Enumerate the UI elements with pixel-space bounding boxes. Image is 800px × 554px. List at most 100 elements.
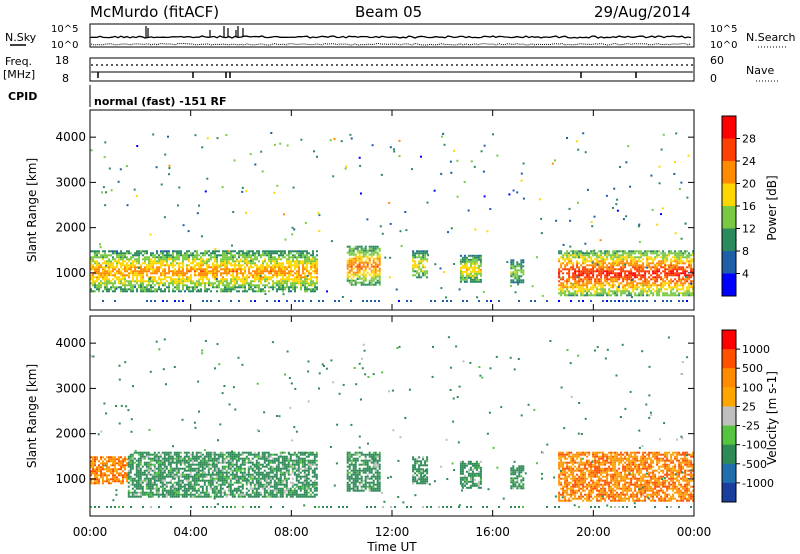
range-gate-cell: [241, 451, 244, 454]
range-gate-cell: [139, 493, 142, 496]
range-gate-cell: [169, 473, 172, 476]
range-gate-cell: [662, 280, 665, 283]
range-gate-cell: [264, 274, 266, 277]
range-gate-cell: [688, 266, 691, 269]
range-gate-cell: [292, 186, 295, 189]
range-gate-cell: [104, 274, 106, 277]
range-gate-cell: [298, 278, 300, 281]
range-gate-cell: [606, 282, 609, 285]
range-gate-cell: [510, 261, 513, 264]
range-gate-cell: [306, 262, 308, 265]
range-gate-cell: [634, 252, 637, 255]
range-gate-cell: [209, 451, 212, 454]
range-gate-cell: [160, 280, 162, 283]
range-gate-cell: [149, 481, 152, 484]
range-gate-cell: [294, 260, 296, 263]
range-gate-cell: [612, 258, 615, 261]
range-gate-cell: [479, 272, 482, 275]
range-gate-cell: [156, 262, 158, 265]
range-gate-cell: [304, 258, 306, 261]
range-gate-cell: [96, 286, 98, 289]
range-gate-cell: [237, 493, 240, 496]
range-gate-cell: [362, 283, 365, 286]
range-gate-cell: [141, 491, 144, 494]
range-gate-cell: [364, 255, 367, 258]
range-gate-cell: [482, 290, 485, 293]
range-gate-cell: [477, 256, 480, 259]
range-gate-cell: [180, 266, 182, 269]
range-gate-cell: [604, 284, 607, 287]
range-gate-cell: [284, 256, 286, 259]
range-gate-cell: [374, 257, 377, 260]
range-gate-cell: [566, 268, 569, 271]
range-gate-cell: [162, 270, 164, 273]
range-gate-cell: [114, 268, 116, 271]
range-gate-cell: [580, 256, 583, 259]
range-gate-cell: [690, 274, 693, 277]
range-gate-cell: [622, 290, 625, 293]
range-gate-cell: [206, 300, 208, 302]
range-gate-cell: [239, 471, 242, 474]
range-gate-cell: [314, 276, 316, 279]
range-gate-cell: [626, 274, 629, 277]
range-gate-cell: [358, 281, 361, 284]
range-gate-cell: [675, 132, 678, 135]
range-gate-cell: [120, 290, 122, 293]
range-gate-cell: [162, 300, 164, 302]
range-gate-cell: [333, 138, 336, 140]
range-gate-cell: [126, 290, 128, 293]
range-gate-cell: [185, 465, 188, 468]
range-gate-cell: [672, 268, 675, 271]
range-gate-cell: [610, 286, 613, 289]
range-gate-cell: [378, 283, 381, 286]
range-gate-cell: [152, 256, 154, 259]
range-gate-cell: [108, 460, 110, 463]
range-gate-cell: [186, 280, 188, 283]
range-gate-cell: [94, 280, 96, 283]
range-gate-cell: [158, 256, 160, 259]
range-gate-cell: [560, 250, 563, 253]
range-gate-cell: [231, 459, 234, 462]
range-gate-cell: [600, 290, 603, 293]
range-gate-cell: [422, 260, 425, 263]
range-gate-cell: [194, 270, 196, 273]
range-gate-cell: [96, 264, 98, 267]
range-gate-cell: [624, 266, 627, 269]
range-gate-cell: [142, 268, 144, 271]
range-gate-cell: [176, 270, 178, 273]
range-gate-cell: [175, 495, 178, 498]
range-gate-cell: [129, 459, 132, 462]
range-gate-cell: [156, 266, 158, 269]
range-gate-cell: [232, 270, 234, 273]
range-gate-cell: [215, 489, 218, 492]
range-gate-cell: [90, 456, 92, 459]
range-gate-cell: [150, 268, 152, 271]
range-gate-cell: [256, 284, 258, 287]
range-gate-cell: [146, 250, 148, 253]
range-gate-cell: [230, 254, 232, 257]
range-gate-cell: [576, 292, 579, 295]
range-gate-cell: [512, 279, 515, 282]
range-gate-cell: [661, 207, 664, 210]
range-gate-cell: [205, 489, 208, 492]
range-gate-cell: [676, 252, 679, 255]
range-gate-cell: [198, 278, 200, 281]
range-gate-cell: [594, 278, 597, 281]
range-gate-cell: [692, 288, 695, 291]
range-gate-cell: [171, 475, 174, 478]
range-gate-cell: [270, 276, 272, 279]
range-gate-cell: [189, 453, 192, 456]
range-gate-cell: [224, 260, 226, 263]
range-gate-cell: [674, 272, 677, 275]
range-gate-cell: [173, 493, 176, 496]
range-gate-cell: [172, 280, 174, 283]
range-gate-cell: [596, 276, 599, 279]
range-gate-cell: [684, 252, 687, 255]
range-gate-cell: [624, 270, 627, 273]
range-gate-cell: [187, 489, 190, 492]
range-gate-cell: [204, 276, 206, 279]
range-gate-cell: [200, 262, 202, 265]
range-gate-cell: [172, 250, 174, 253]
range-gate-cell: [656, 252, 659, 255]
range-gate-cell: [467, 272, 470, 275]
